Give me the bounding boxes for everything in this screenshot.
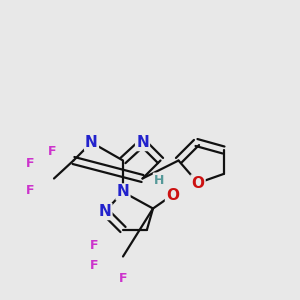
Text: F: F — [90, 259, 99, 272]
Text: O: O — [191, 176, 205, 190]
Text: O: O — [166, 188, 179, 202]
Text: F: F — [26, 184, 34, 197]
Text: F: F — [26, 157, 34, 170]
Text: F: F — [48, 145, 57, 158]
Text: N: N — [85, 135, 98, 150]
Text: H: H — [154, 173, 164, 187]
Text: F: F — [119, 272, 127, 286]
Text: N: N — [99, 204, 111, 219]
Text: N: N — [136, 135, 149, 150]
Text: N: N — [117, 184, 129, 200]
Text: F: F — [90, 239, 99, 253]
